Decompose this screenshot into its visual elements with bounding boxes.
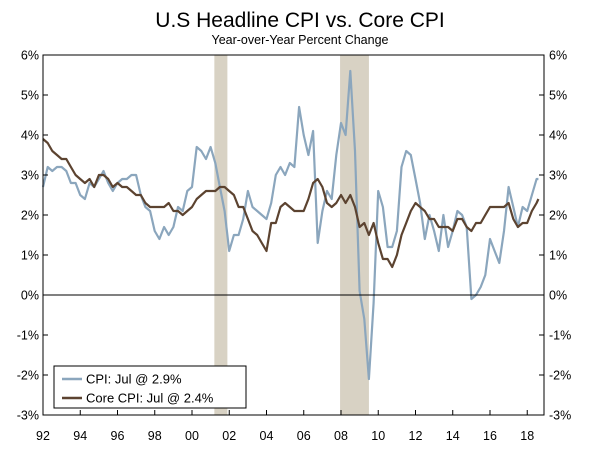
series-line-core-cpi [42, 138, 540, 269]
axes: 6% 6% 5% 5% 4% 4% 3% 3% 2% 2% 1% 1% 0% 0% -1% -1% -2% -2%… [17, 49, 571, 444]
y-tick-label-left: -3% [17, 409, 39, 423]
y-tick-label-right: -2% [549, 369, 571, 383]
y-tick-label-right: -3% [549, 409, 571, 423]
chart-title: U.S Headline CPI vs. Core CPI [155, 9, 444, 32]
y-tick-label-left: 1% [21, 249, 39, 263]
y-tick-label-right: 0% [549, 289, 567, 303]
x-tick-label: 18 [520, 429, 534, 443]
x-tick-label: 12 [409, 429, 423, 443]
y-tick-label-right: 5% [549, 89, 567, 103]
y-tick-label-left: 3% [21, 169, 39, 183]
legend-label-cpi: CPI: Jul @ 2.9% [86, 372, 182, 387]
legend-label-core-cpi: Core CPI: Jul @ 2.4% [86, 391, 214, 406]
y-tick-label-right: -1% [549, 329, 571, 343]
y-tick-label-right: 3% [549, 169, 567, 183]
legend-box [53, 365, 247, 409]
x-tick-label: 94 [73, 429, 87, 443]
legend: CPI: Jul @ 2.9% Core CPI: Jul @ 2.4% [53, 365, 247, 409]
y-tick-label-left: -1% [17, 329, 39, 343]
y-tick-label-left: 6% [21, 49, 39, 63]
x-tick-label: 00 [185, 429, 199, 443]
y-tick-label-right: 4% [549, 129, 567, 143]
x-tick-label: 92 [36, 429, 50, 443]
y-tick-label-left: 4% [21, 129, 39, 143]
x-tick-label: 06 [297, 429, 311, 443]
x-tick-label: 02 [222, 429, 236, 443]
x-tick-label: 04 [260, 429, 274, 443]
x-tick-label: 10 [371, 429, 385, 443]
x-tick-label: 98 [148, 429, 162, 443]
recession-bands [214, 55, 369, 415]
y-tick-label-left: -2% [17, 369, 39, 383]
series-line-cpi [41, 69, 539, 381]
y-tick-label-left: 0% [21, 289, 39, 303]
x-tick-label: 96 [111, 429, 125, 443]
y-tick-label-left: 2% [21, 209, 39, 223]
recession-band-2 [340, 55, 369, 415]
y-tick-label-left: 5% [21, 89, 39, 103]
chart-subtitle: Year-over-Year Percent Change [212, 33, 389, 47]
plot-frame [42, 54, 545, 416]
y-tick-label-right: 1% [549, 249, 567, 263]
y-tick-label-right: 2% [549, 209, 567, 223]
x-tick-label: 14 [446, 429, 460, 443]
series-lines [41, 69, 540, 381]
x-tick-label: 16 [483, 429, 497, 443]
recession-band-1 [214, 55, 228, 415]
y-tick-label-right: 6% [549, 49, 567, 63]
x-tick-label: 08 [334, 429, 348, 443]
